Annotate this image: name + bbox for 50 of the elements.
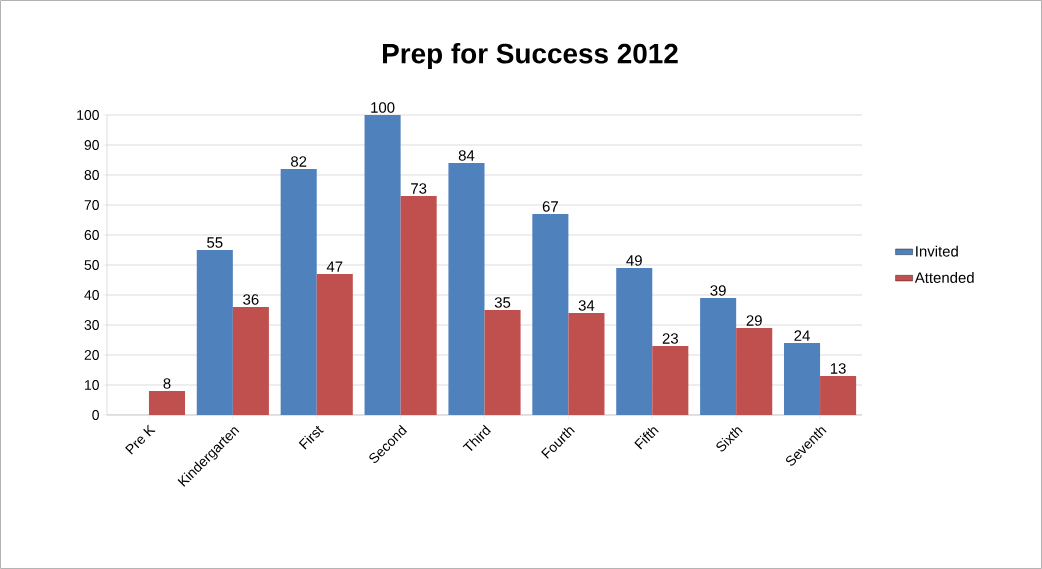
bar [532,213,569,415]
data-label: 34 [578,300,595,311]
legend-label: Invited [916,245,958,257]
data-label: 82 [291,156,307,167]
y-tick-label: 80 [84,170,99,180]
bar [652,345,689,415]
y-tick-label: 0 [92,410,99,420]
y-tick-label: 40 [84,290,99,300]
bar [783,342,821,415]
bar [232,306,269,415]
data-label: 29 [746,315,762,326]
data-label: 24 [794,330,810,341]
data-label: 39 [710,285,726,296]
data-label: 49 [626,255,642,266]
bar [568,312,605,415]
bar [700,297,737,415]
bar [616,267,653,415]
bar [820,375,857,415]
data-label: 36 [243,294,259,305]
bar [316,273,353,415]
x-tick-label: Pre K [125,424,156,455]
bar [484,309,521,415]
bar [280,168,317,415]
bar [400,195,437,415]
bar [196,249,233,415]
data-label: 67 [542,201,558,212]
chart-title: Prep for Success 2012 [383,43,678,69]
bar [148,390,186,415]
data-label: 47 [326,261,343,272]
bar [448,162,485,415]
y-tick-label: 50 [84,260,99,270]
y-tick-label: 60 [84,230,99,240]
y-tick-label: 70 [84,200,99,210]
data-label: 35 [494,297,511,308]
data-label: 8 [163,378,171,389]
y-tick-label: 100 [77,110,99,120]
x-tick-label: Fifth [634,427,659,450]
y-tick-label: 90 [84,140,99,150]
data-label: 84 [458,150,475,161]
data-label: 13 [830,363,846,374]
data-label: 73 [411,183,427,194]
bar [736,327,773,415]
data-label: 23 [662,333,678,344]
y-tick-label: 20 [84,350,99,360]
legend-label: Attended [914,271,974,283]
bar [364,114,401,415]
y-tick-label: 10 [85,380,99,390]
y-tick-label: 30 [84,320,99,330]
data-label: 55 [207,237,223,248]
data-label: 100 [371,102,395,113]
